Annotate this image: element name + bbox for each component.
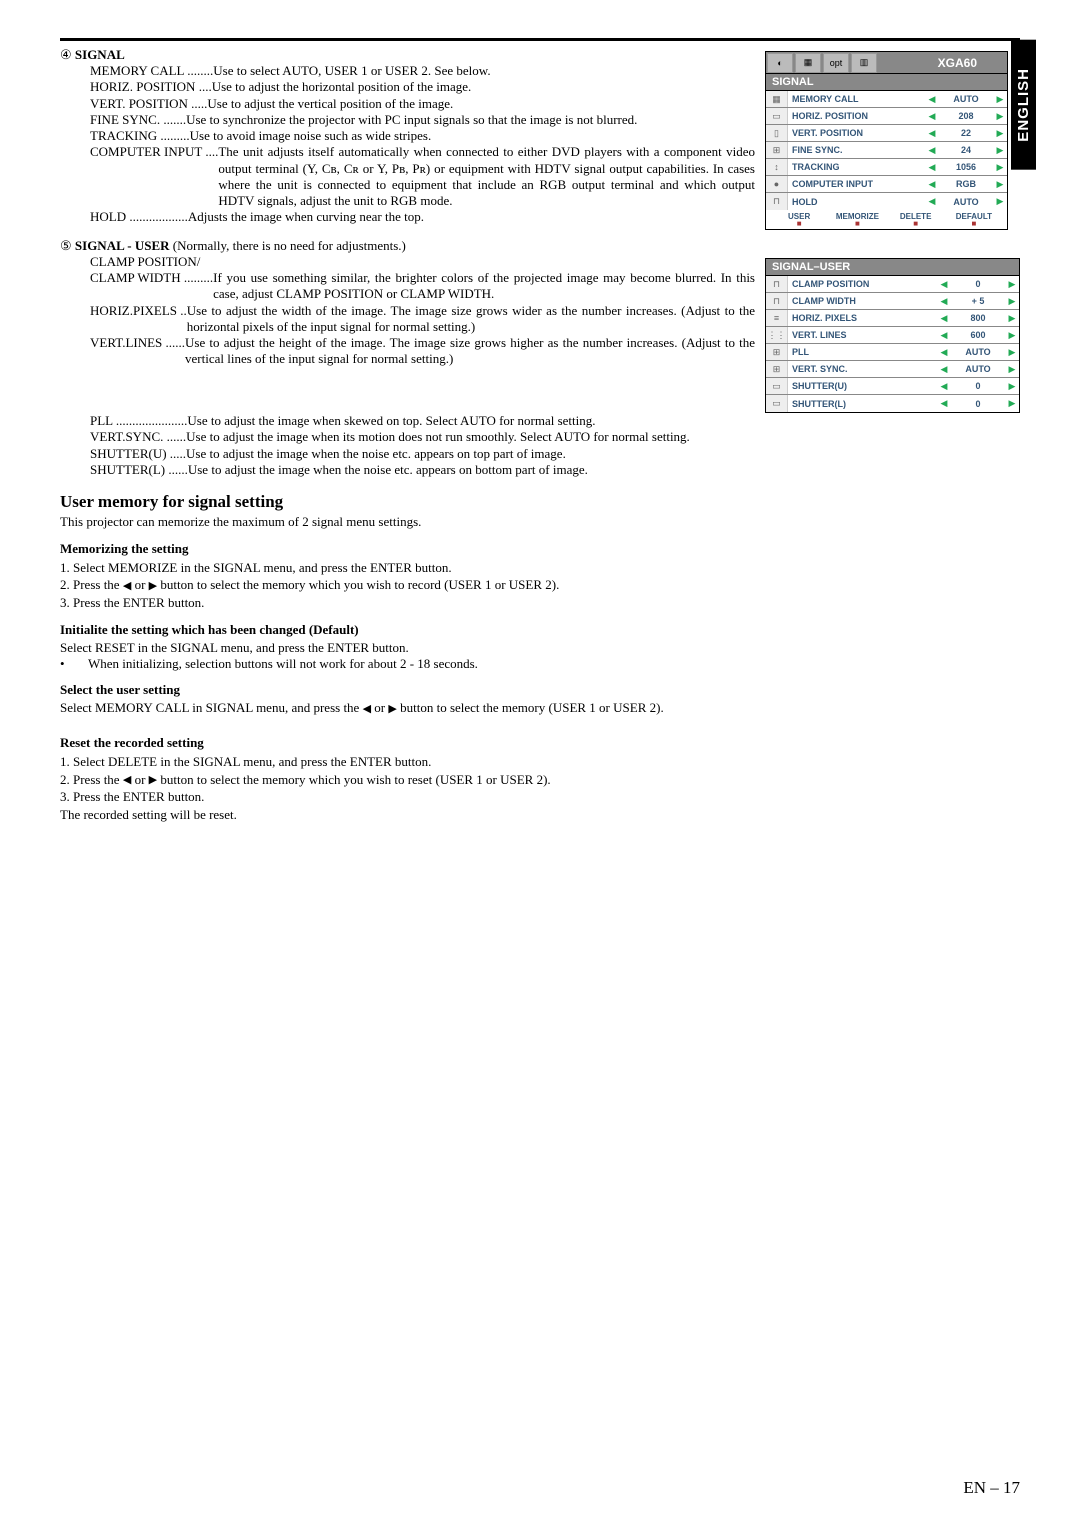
right-arrow-icon: ▶ <box>149 773 157 788</box>
menu-row: ≡HORIZ. PIXELS◀800▶ <box>766 310 1019 327</box>
step: 3. Press the ENTER button. <box>60 594 1020 612</box>
entry: PLL ......................Use to adjust … <box>90 413 1020 429</box>
signal-user-menu: SIGNAL–USER ⊓CLAMP POSITION◀0▶ ⊓CLAMP WI… <box>765 258 1020 413</box>
entry: MEMORY CALL ........Use to select AUTO, … <box>90 63 755 79</box>
step: 2. Press the ◀ or ▶ button to select the… <box>60 771 1020 789</box>
sec5-num: ⑤ <box>60 238 72 253</box>
top-rule <box>60 38 1020 41</box>
signal-menu: ◐ ▦ opt ▥ XGA60 SIGNAL ▦MEMORY CALL◀AUTO… <box>765 51 1008 230</box>
sec4-title: SIGNAL <box>75 47 125 62</box>
menu-header: SIGNAL <box>766 74 1007 91</box>
step: The recorded setting will be reset. <box>60 806 1020 824</box>
step: 1. Select DELETE in the SIGNAL menu, and… <box>60 753 1020 771</box>
menu-rows: ⊓CLAMP POSITION◀0▶ ⊓CLAMP WIDTH◀+ 5▶ ≡HO… <box>766 276 1019 412</box>
entry: HORIZ. POSITION ....Use to adjust the ho… <box>90 79 755 95</box>
row-icon: ▦ <box>766 91 788 107</box>
row-icon: ▭ <box>766 378 788 394</box>
step: 3. Press the ENTER button. <box>60 788 1020 806</box>
menu-row: ▭SHUTTER(U)◀0▶ <box>766 378 1019 395</box>
menu-tab-label: XGA60 <box>938 56 977 70</box>
section5-full: PLL ......................Use to adjust … <box>60 413 1020 478</box>
init-step: Select RESET in the SIGNAL menu, and pre… <box>60 640 1020 657</box>
menu-row: ↕TRACKING◀1056▶ <box>766 159 1007 176</box>
english-tab: ENGLISH <box>1011 40 1036 170</box>
menu-row: ⊓CLAMP POSITION◀0▶ <box>766 276 1019 293</box>
row-icon: ⊞ <box>766 344 788 360</box>
menu-tabs: ◐ ▦ opt ▥ XGA60 <box>766 52 1007 74</box>
menu-row: ▯VERT. POSITION◀22▶ <box>766 125 1007 142</box>
row-icon: ▭ <box>766 395 788 412</box>
step: 1. Select MEMORIZE in the SIGNAL menu, a… <box>60 559 1020 577</box>
row-icon: ● <box>766 176 788 192</box>
page-number: EN – 17 <box>963 1478 1020 1498</box>
reset-title: Reset the recorded setting <box>60 735 1020 751</box>
row-icon: ⊞ <box>766 142 788 158</box>
entry: CLAMP WIDTH .........If you use somethin… <box>90 270 755 303</box>
memorize-steps: 1. Select MEMORIZE in the SIGNAL menu, a… <box>60 559 1020 612</box>
page: ENGLISH ④ SIGNAL MEMORY CALL ........Use… <box>0 0 1080 1528</box>
row-icon: ≡ <box>766 310 788 326</box>
sec5-title: SIGNAL - USER <box>75 238 170 253</box>
reset-steps: 1. Select DELETE in the SIGNAL menu, and… <box>60 753 1020 823</box>
entry: FINE SYNC. .......Use to synchronize the… <box>90 112 755 128</box>
signal-menu-col: ◐ ▦ opt ▥ XGA60 SIGNAL ▦MEMORY CALL◀AUTO… <box>765 47 1020 230</box>
row-icon: ▭ <box>766 108 788 124</box>
user-memory-heading: User memory for signal setting <box>60 492 1020 512</box>
menu-row: ●COMPUTER INPUT◀RGB▶ <box>766 176 1007 193</box>
menu-row: ⊞FINE SYNC.◀24▶ <box>766 142 1007 159</box>
init-title: Initialite the setting which has been ch… <box>60 622 1020 638</box>
left-arrow-icon: ◀ <box>363 702 371 716</box>
menu-rows: ▦MEMORY CALL◀AUTO▶ ▭HORIZ. POSITION◀208▶… <box>766 91 1007 210</box>
user-memory-intro: This projector can memorize the maximum … <box>60 514 1020 531</box>
select-step: Select MEMORY CALL in SIGNAL menu, and p… <box>60 700 1020 717</box>
menu-header: SIGNAL–USER <box>766 259 1019 276</box>
menu-row: ⊞VERT. SYNC.◀AUTO▶ <box>766 361 1019 378</box>
entry: HOLD ..................Adjusts the image… <box>90 209 755 225</box>
row-icon: ⊓ <box>766 276 788 292</box>
menu-row: ⊓HOLD◀AUTO▶ <box>766 193 1007 210</box>
row-icon: ⊓ <box>766 193 788 210</box>
row-icon: ⊞ <box>766 361 788 377</box>
right-arrow-icon: ▶ <box>388 702 396 716</box>
row-icon: ▯ <box>766 125 788 141</box>
entry: VERT.SYNC. ......Use to adjust the image… <box>90 429 1020 445</box>
entry: VERT. POSITION .....Use to adjust the ve… <box>90 96 755 112</box>
entry: HORIZ.PIXELS ..Use to adjust the width o… <box>90 303 755 336</box>
row-icon: ⋮⋮ <box>766 327 788 343</box>
tab-icon: ▦ <box>795 53 821 73</box>
menu-row: ▭HORIZ. POSITION◀208▶ <box>766 108 1007 125</box>
section4-row: ④ SIGNAL MEMORY CALL ........Use to sele… <box>60 47 1020 230</box>
entry: SHUTTER(U) .....Use to adjust the image … <box>90 446 1020 462</box>
signal-user-menu-col: SIGNAL–USER ⊓CLAMP POSITION◀0▶ ⊓CLAMP WI… <box>765 254 1020 413</box>
entry: VERT.LINES ......Use to adjust the heigh… <box>90 335 755 368</box>
menu-row: ▦MEMORY CALL◀AUTO▶ <box>766 91 1007 108</box>
menu-footer: USER■ MEMORIZE■ DELETE■ DEFAULT■ <box>766 210 1007 229</box>
menu-row: ⊞PLL◀AUTO▶ <box>766 344 1019 361</box>
clamp-label: CLAMP POSITION/ <box>90 254 755 270</box>
row-icon: ↕ <box>766 159 788 175</box>
menu-row: ⋮⋮VERT. LINES◀600▶ <box>766 327 1019 344</box>
memorize-title: Memorizing the setting <box>60 541 1020 557</box>
tab-icon: ▥ <box>851 53 877 73</box>
sec4-num: ④ <box>60 47 72 62</box>
step: 2. Press the ◀ or ▶ button to select the… <box>60 576 1020 594</box>
entry: COMPUTER INPUT ....The unit adjusts itse… <box>90 144 755 209</box>
menu-row: ▭SHUTTER(L)◀0▶ <box>766 395 1019 412</box>
entry: TRACKING .........Use to avoid image noi… <box>90 128 755 144</box>
right-arrow-icon: ▶ <box>149 579 157 594</box>
row-icon: ⊓ <box>766 293 788 309</box>
section5-heading: ⑤ SIGNAL - USER (Normally, there is no n… <box>60 238 1020 254</box>
section4-text: ④ SIGNAL MEMORY CALL ........Use to sele… <box>60 47 755 230</box>
tab-icon: opt <box>823 53 849 73</box>
section4-heading: ④ SIGNAL <box>60 47 755 63</box>
entry: SHUTTER(L) ......Use to adjust the image… <box>90 462 1020 478</box>
menu-row: ⊓CLAMP WIDTH◀+ 5▶ <box>766 293 1019 310</box>
select-title: Select the user setting <box>60 682 1020 698</box>
section5-text: CLAMP POSITION/ CLAMP WIDTH .........If … <box>60 254 755 413</box>
section5-row: CLAMP POSITION/ CLAMP WIDTH .........If … <box>60 254 1020 413</box>
init-bullet: •When initializing, selection buttons wi… <box>60 656 1020 672</box>
tab-icon: ◐ <box>767 53 793 73</box>
sec5-note: (Normally, there is no need for adjustme… <box>170 238 406 253</box>
